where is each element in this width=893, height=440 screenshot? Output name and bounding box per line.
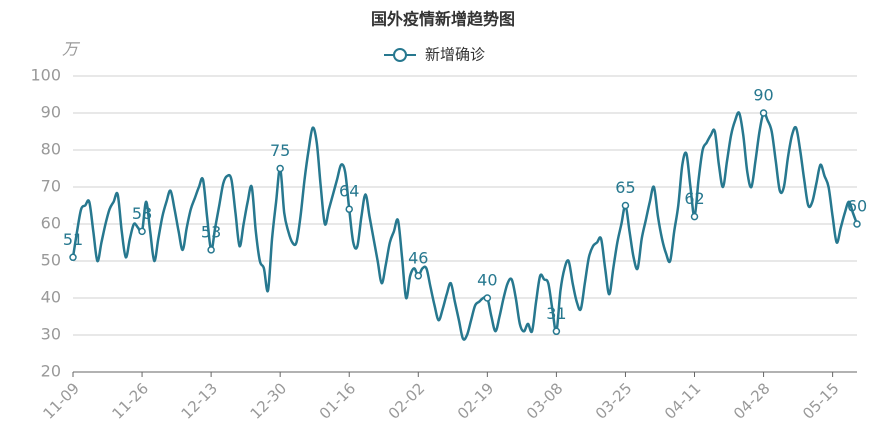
x-tick-label: 03-08	[523, 379, 567, 423]
legend-marker	[393, 48, 407, 62]
legend: 新增确诊	[384, 46, 485, 64]
x-tick-label: 11-09	[39, 379, 83, 423]
legend-label: 新增确诊	[425, 46, 485, 64]
chart-title: 国外疫情新增趋势图	[371, 10, 515, 29]
point-marker	[621, 201, 630, 210]
data-label: 53	[201, 222, 221, 241]
x-tick-label: 11-26	[109, 379, 153, 423]
x-tick-label: 12-30	[247, 379, 291, 423]
data-label: 51	[63, 230, 83, 249]
x-tick-label: 12-13	[178, 379, 222, 423]
point-marker	[276, 164, 284, 173]
y-tick-label: 40	[41, 288, 61, 307]
point-marker	[690, 212, 699, 221]
point-marker	[759, 109, 768, 117]
data-label: 60	[847, 197, 867, 216]
x-tick-label: 03-25	[592, 379, 636, 423]
point-marker	[207, 246, 215, 254]
x-tick-label: 01-16	[316, 379, 360, 423]
point-marker	[138, 227, 146, 236]
y-tick-label: 60	[41, 214, 61, 233]
point-marker	[483, 294, 492, 302]
y-tick-label: 80	[41, 140, 61, 159]
data-label: 62	[684, 189, 704, 208]
point-marker	[853, 220, 861, 228]
y-tick-label: 90	[41, 103, 61, 122]
data-label: 40	[477, 271, 497, 290]
point-marker	[552, 327, 561, 336]
data-label: 90	[753, 86, 773, 105]
x-tick-label: 02-02	[385, 379, 429, 423]
x-tick-label: 02-19	[454, 379, 498, 423]
x-tick-label: 04-11	[661, 379, 705, 423]
y-tick-label: 100	[30, 66, 61, 85]
data-label: 58	[132, 204, 152, 223]
data-label: 31	[546, 304, 566, 323]
data-label: 46	[408, 248, 428, 267]
point-marker	[345, 205, 353, 213]
point-marker	[69, 253, 77, 262]
y-tick-label: 30	[41, 325, 61, 344]
y-tick-label: 70	[41, 177, 61, 196]
data-label: 65	[615, 178, 635, 197]
y-tick-label: 50	[41, 251, 61, 270]
data-label: 75	[270, 141, 290, 160]
point-marker	[414, 272, 423, 280]
x-tick-label: 05-15	[799, 379, 843, 423]
y-unit: 万	[62, 40, 81, 59]
y-tick-label: 20	[41, 362, 61, 381]
data-label: 64	[339, 182, 359, 201]
x-tick-label: 04-28	[730, 379, 774, 423]
series-line	[71, 111, 859, 341]
